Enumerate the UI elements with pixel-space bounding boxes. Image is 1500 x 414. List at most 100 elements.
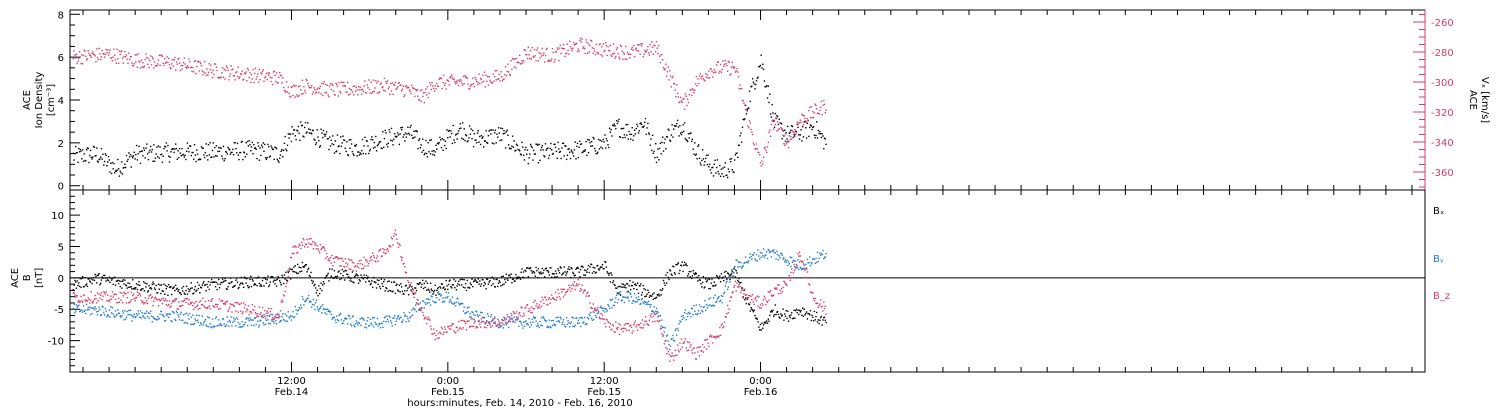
- field-point: [78, 300, 79, 301]
- velocity-point: [106, 52, 107, 53]
- density-point: [311, 133, 312, 134]
- field-point: [619, 286, 620, 287]
- field-point: [618, 286, 619, 287]
- field-point: [133, 293, 134, 294]
- field-point: [245, 283, 246, 284]
- density-point: [451, 133, 452, 134]
- field-point: [571, 268, 572, 269]
- field-point: [618, 292, 619, 293]
- velocity-point: [536, 49, 537, 50]
- field-point: [797, 259, 798, 260]
- field-point: [546, 268, 547, 269]
- field-point: [270, 323, 271, 324]
- velocity-point: [778, 129, 779, 130]
- field-point: [610, 300, 611, 301]
- field-point: [448, 292, 449, 293]
- field-point: [260, 320, 261, 321]
- field-point: [490, 327, 491, 328]
- field-point: [804, 309, 805, 310]
- velocity-point: [406, 85, 407, 86]
- density-point: [407, 127, 408, 128]
- field-point: [369, 260, 370, 261]
- velocity-point: [499, 74, 500, 75]
- field-point: [648, 292, 649, 293]
- field-point: [382, 286, 383, 287]
- velocity-point: [384, 78, 385, 79]
- density-point: [458, 130, 459, 131]
- field-point: [267, 311, 268, 312]
- field-point: [427, 302, 428, 303]
- velocity-point: [342, 82, 343, 83]
- field-point: [235, 311, 236, 312]
- field-point: [539, 321, 540, 322]
- density-point: [152, 161, 153, 162]
- field-point: [697, 313, 698, 314]
- velocity-point: [281, 75, 282, 76]
- field-point: [591, 264, 592, 265]
- density-point: [184, 155, 185, 156]
- field-point: [492, 325, 493, 326]
- field-point: [555, 292, 556, 293]
- velocity-point: [73, 50, 74, 51]
- field-point: [102, 306, 103, 307]
- density-point: [276, 148, 277, 149]
- density-point: [714, 160, 715, 161]
- velocity-point: [591, 40, 592, 41]
- field-point: [370, 256, 371, 257]
- field-point: [377, 279, 378, 280]
- field-point: [427, 283, 428, 284]
- field-point: [244, 307, 245, 308]
- velocity-point: [705, 73, 706, 74]
- density-point: [373, 147, 374, 148]
- field-point: [670, 345, 671, 346]
- field-point: [514, 281, 515, 282]
- field-point: [328, 310, 329, 311]
- field-point: [397, 316, 398, 317]
- velocity-point: [810, 117, 811, 118]
- field-point: [256, 324, 257, 325]
- field-point: [449, 301, 450, 302]
- field-point: [582, 285, 583, 286]
- velocity-point: [96, 48, 97, 49]
- field-point: [811, 315, 812, 316]
- velocity-point: [318, 92, 319, 93]
- field-point: [465, 283, 466, 284]
- field-point: [682, 319, 683, 320]
- y-tick-label: -10: [48, 337, 64, 348]
- velocity-point: [478, 74, 479, 75]
- field-point: [493, 322, 494, 323]
- field-point: [664, 327, 665, 328]
- velocity-point: [700, 78, 701, 79]
- field-point: [453, 330, 454, 331]
- field-point: [170, 305, 171, 306]
- velocity-point: [567, 50, 568, 51]
- velocity-point: [192, 67, 193, 68]
- density-point: [292, 133, 293, 134]
- velocity-point: [116, 49, 117, 50]
- field-point: [403, 319, 404, 320]
- field-point: [349, 315, 350, 316]
- field-point: [474, 321, 475, 322]
- velocity-point: [104, 57, 105, 58]
- density-point: [402, 127, 403, 128]
- field-point: [247, 285, 248, 286]
- field-point: [341, 278, 342, 279]
- density-point: [117, 159, 118, 160]
- velocity-point: [485, 75, 486, 76]
- field-point: [571, 285, 572, 286]
- density-point: [307, 122, 308, 123]
- field-point: [613, 325, 614, 326]
- field-point: [531, 324, 532, 325]
- field-point: [442, 301, 443, 302]
- field-point: [782, 308, 783, 309]
- velocity-point: [109, 52, 110, 53]
- field-point: [588, 265, 589, 266]
- field-point: [287, 270, 288, 271]
- velocity-point: [499, 80, 500, 81]
- velocity-point: [688, 102, 689, 103]
- velocity-point: [768, 142, 769, 143]
- velocity-point: [804, 118, 805, 119]
- field-point: [537, 308, 538, 309]
- field-point: [628, 330, 629, 331]
- density-point: [375, 136, 376, 137]
